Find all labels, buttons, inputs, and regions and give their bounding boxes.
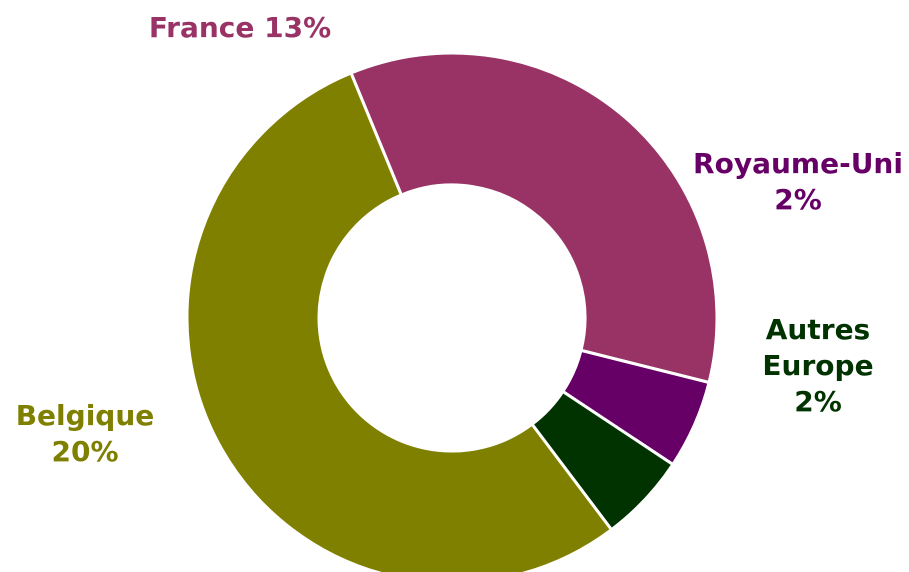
- label-royaume-uni: Royaume-Uni 2%: [688, 146, 908, 218]
- label-france: France 13%: [110, 10, 370, 46]
- label-autres-europe-line1: Autres: [765, 313, 871, 346]
- label-autres-europe-line2: Europe: [762, 349, 874, 382]
- label-autres-europe: Autres Europe 2%: [738, 312, 898, 420]
- label-belgique-name: Belgique: [15, 399, 155, 432]
- label-royaume-uni-value: 2%: [774, 183, 822, 216]
- label-belgique-value: 20%: [51, 435, 119, 468]
- label-royaume-uni-name: Royaume-Uni: [693, 147, 903, 180]
- label-france-name: France 13%: [148, 11, 332, 44]
- label-autres-europe-value: 2%: [794, 385, 842, 418]
- label-belgique: Belgique 20%: [0, 398, 170, 470]
- slice-belgique: [185, 71, 614, 572]
- donut-slices: [185, 51, 719, 572]
- slice-france: [349, 51, 719, 385]
